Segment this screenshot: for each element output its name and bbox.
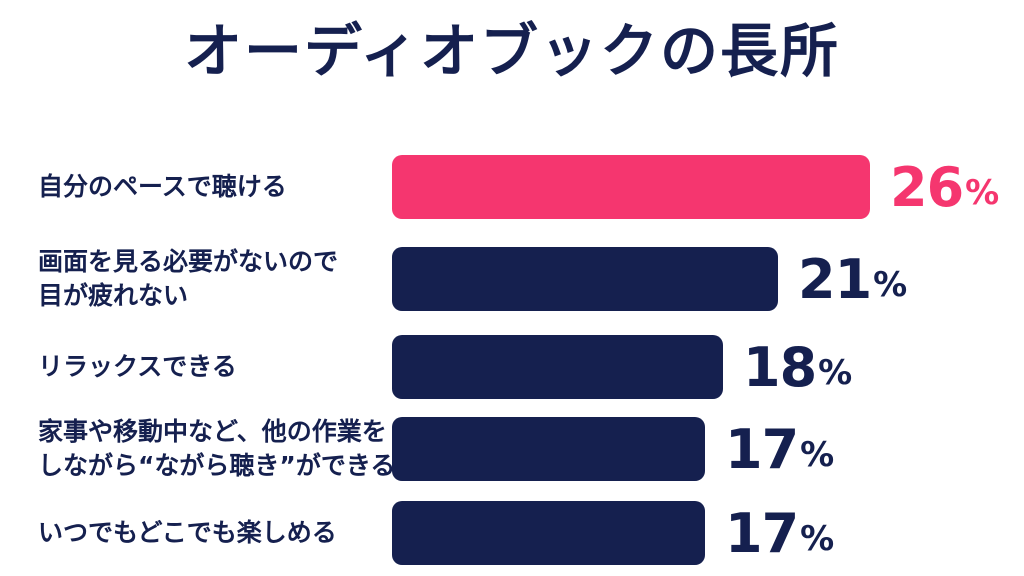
bar [392, 247, 778, 311]
category-label: 家事や移動中など、他の作業を しながら“ながら聴き”ができる [38, 416, 396, 482]
value-label: 17% [725, 501, 835, 565]
value-label: 17% [725, 416, 834, 482]
value-label: 26% [890, 154, 999, 220]
category-label: いつでもどこでも楽しめる [38, 502, 383, 564]
value-unit: % [800, 519, 835, 559]
bar [392, 501, 705, 565]
value-number: 18 [743, 335, 817, 399]
value-label: 21% [798, 246, 907, 312]
bar [392, 417, 705, 481]
chart-title: オーディオブックの長所 [184, 17, 840, 85]
category-label: 画面を見る必要がないので 目が疲れない [38, 246, 383, 312]
value-unit: % [800, 435, 835, 475]
value-number: 26 [890, 155, 964, 219]
value-label: 18% [743, 334, 852, 400]
value-number: 21 [798, 247, 872, 311]
category-label-line: しながら“ながら聴き”ができる [38, 451, 396, 480]
value-number: 17 [725, 417, 799, 481]
category-label-line: いつでもどこでも楽しめる [38, 518, 337, 547]
bar [392, 155, 870, 219]
category-label-line: 家事や移動中など、他の作業を [38, 417, 387, 446]
category-label: 自分のペースで聴ける [38, 154, 383, 220]
value-unit: % [965, 173, 1000, 213]
bar [392, 335, 723, 399]
category-label-line: リラックスできる [38, 352, 237, 381]
value-unit: % [818, 353, 853, 393]
category-label-line: 目が疲れない [38, 281, 189, 310]
value-unit: % [873, 265, 908, 305]
category-label: リラックスできる [38, 334, 383, 400]
category-label-line: 自分のペースで聴ける [38, 172, 287, 201]
category-label-line: 画面を見る必要がないので [38, 247, 339, 276]
value-number: 17 [725, 501, 799, 565]
